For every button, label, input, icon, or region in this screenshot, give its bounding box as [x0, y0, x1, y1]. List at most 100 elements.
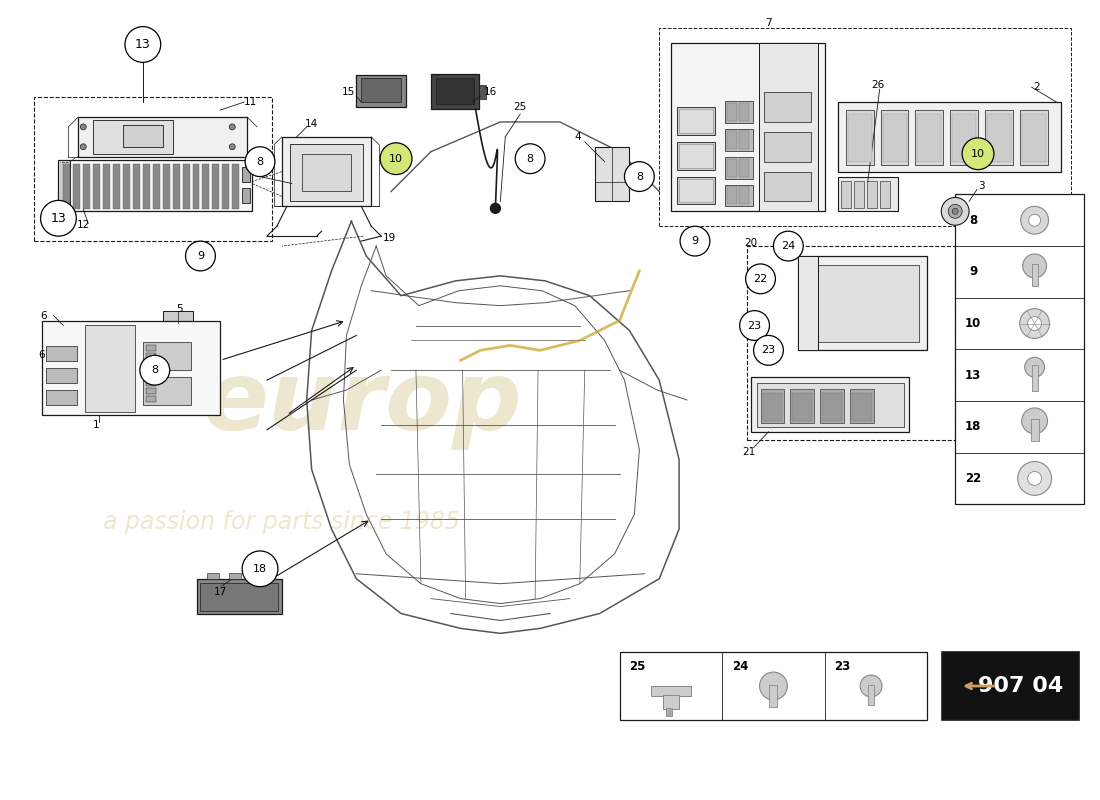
Bar [146, 362, 156, 367]
Bar [759, 42, 818, 211]
Circle shape [773, 231, 803, 261]
Bar [1032, 264, 1037, 286]
Text: 11: 11 [243, 97, 256, 107]
Bar [123, 164, 130, 210]
Circle shape [1025, 358, 1045, 377]
Bar [822, 393, 842, 421]
Circle shape [186, 241, 216, 271]
Bar [917, 114, 942, 162]
Bar [955, 194, 1085, 504]
Bar [356, 75, 406, 107]
Bar [821, 389, 844, 423]
Text: 4: 4 [574, 132, 581, 142]
Text: 19: 19 [383, 233, 396, 243]
Circle shape [962, 138, 994, 170]
Text: 10: 10 [971, 149, 984, 158]
Bar [770, 685, 778, 707]
Text: 8: 8 [636, 171, 642, 182]
Bar [143, 342, 190, 370]
Circle shape [1018, 462, 1052, 495]
Bar [659, 28, 1071, 226]
Bar [727, 158, 737, 177]
Text: 8: 8 [527, 154, 534, 164]
Text: 25: 25 [629, 660, 646, 673]
Text: 14: 14 [305, 119, 318, 129]
Circle shape [1027, 471, 1042, 486]
Bar [846, 110, 873, 165]
Bar [183, 164, 189, 210]
Circle shape [942, 198, 969, 226]
Bar [478, 86, 486, 99]
Bar [1031, 419, 1038, 441]
Bar [854, 181, 864, 208]
Bar [619, 652, 927, 720]
Bar [436, 78, 473, 104]
Bar [173, 164, 179, 210]
Bar [851, 393, 871, 421]
Text: 1: 1 [92, 420, 99, 430]
Bar [42, 321, 220, 415]
Bar [146, 388, 156, 394]
Bar [595, 146, 629, 202]
Text: 21: 21 [742, 446, 756, 457]
Bar [663, 695, 679, 709]
Bar [34, 97, 272, 241]
Circle shape [125, 26, 161, 62]
Bar [202, 164, 209, 210]
Text: 23: 23 [748, 321, 761, 330]
Circle shape [1027, 317, 1042, 330]
Bar [208, 573, 219, 578]
Bar [103, 164, 110, 210]
Text: 10: 10 [965, 317, 981, 330]
Bar [842, 181, 851, 208]
Bar [361, 78, 402, 102]
Bar [153, 164, 159, 210]
Text: 18: 18 [253, 564, 267, 574]
Bar [799, 256, 927, 350]
Bar [64, 164, 70, 210]
Bar [868, 685, 875, 705]
Circle shape [229, 124, 235, 130]
Bar [953, 114, 976, 162]
Circle shape [1021, 206, 1048, 234]
Bar [747, 246, 955, 440]
Circle shape [759, 672, 788, 700]
Circle shape [245, 146, 275, 177]
Bar [146, 346, 156, 351]
Bar [790, 389, 814, 423]
Bar [725, 185, 752, 206]
Bar [651, 686, 691, 696]
Bar [45, 390, 77, 405]
Bar [94, 164, 100, 210]
Bar [799, 256, 818, 350]
Bar [146, 354, 156, 359]
Text: 12: 12 [77, 220, 90, 230]
Bar [984, 110, 1013, 165]
Circle shape [242, 551, 278, 586]
Text: 13: 13 [135, 38, 151, 51]
Bar [282, 137, 372, 206]
Circle shape [80, 124, 86, 130]
Bar [739, 186, 749, 204]
Bar [289, 144, 363, 202]
Bar [880, 181, 890, 208]
Bar [757, 383, 903, 427]
Text: 5: 5 [176, 304, 183, 314]
Text: 13: 13 [965, 369, 981, 382]
Circle shape [229, 144, 235, 150]
Bar [123, 125, 163, 146]
Circle shape [140, 355, 169, 385]
Bar [86, 325, 135, 412]
Bar [143, 377, 190, 405]
Bar [915, 110, 943, 165]
Bar [58, 160, 70, 211]
Bar [146, 396, 156, 402]
Bar [867, 181, 877, 208]
Bar [94, 120, 173, 154]
Circle shape [754, 335, 783, 366]
Bar [678, 142, 715, 170]
Text: 22: 22 [754, 274, 768, 284]
Bar [200, 582, 278, 610]
Circle shape [1023, 254, 1046, 278]
Text: 20: 20 [744, 238, 757, 248]
